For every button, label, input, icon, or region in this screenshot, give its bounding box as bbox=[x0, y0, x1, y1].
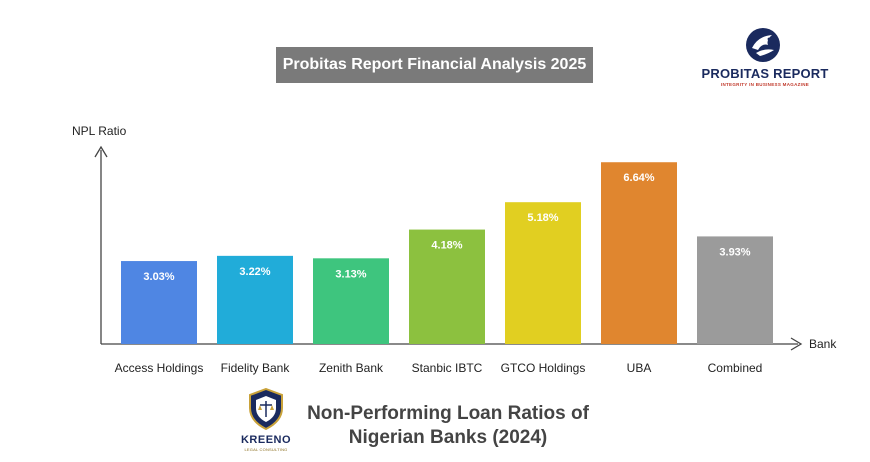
kreeno-logo-tagline: LEGAL CONSULTING bbox=[244, 447, 288, 452]
bar-value-label: 3.03% bbox=[143, 271, 174, 283]
bar-value-label: 3.22% bbox=[239, 266, 270, 278]
chart-title-line-1: Non-Performing Loan Ratios of bbox=[307, 403, 589, 424]
bar-value-label: 4.18% bbox=[431, 240, 462, 252]
report-banner: Probitas Report Financial Analysis 2025 bbox=[276, 47, 593, 83]
x-tick-label: Fidelity Bank bbox=[221, 361, 291, 375]
bar-fidelity-bank bbox=[217, 255, 293, 344]
bar-combined bbox=[697, 236, 773, 344]
bar-value-label: 3.93% bbox=[719, 246, 750, 258]
bar-zenith-bank bbox=[313, 258, 389, 344]
eagle-emblem-icon bbox=[746, 28, 780, 62]
x-tick-label: Stanbic IBTC bbox=[412, 361, 483, 375]
bar-uba bbox=[601, 162, 677, 344]
x-tick-label: Zenith Bank bbox=[319, 361, 384, 375]
bar-value-label: 6.64% bbox=[623, 172, 654, 184]
y-axis-arrow bbox=[94, 145, 108, 158]
y-axis-label: NPL Ratio bbox=[72, 124, 127, 138]
kreeno-logo: KREENO LEGAL CONSULTING bbox=[236, 388, 296, 458]
x-tick-label: Access Holdings bbox=[115, 361, 204, 375]
bar-value-label: 5.18% bbox=[527, 212, 558, 224]
bar-value-label: 3.13% bbox=[335, 268, 366, 280]
probitas-logo: PROBITAS REPORT INTEGRITY IN BUSINESS MA… bbox=[700, 26, 830, 92]
probitas-logo-tagline: INTEGRITY IN BUSINESS MAGAZINE bbox=[720, 82, 810, 87]
kreeno-shield-icon bbox=[249, 388, 283, 430]
x-axis-arrow bbox=[790, 337, 803, 351]
bar-stanbic-ibtc bbox=[409, 229, 485, 344]
x-tick-label: GTCO Holdings bbox=[501, 361, 586, 375]
x-tick-label: UBA bbox=[627, 361, 652, 375]
probitas-logo-name: PROBITAS REPORT bbox=[701, 66, 829, 81]
x-axis-label: Bank bbox=[809, 337, 837, 351]
bar-access-holdings bbox=[121, 261, 197, 344]
x-tick-label: Combined bbox=[708, 361, 763, 375]
kreeno-logo-name: KREENO bbox=[240, 434, 292, 446]
bar-gtco-holdings bbox=[505, 202, 581, 344]
chart-title: Non-Performing Loan Ratios of Nigerian B… bbox=[300, 402, 596, 450]
chart-title-line-2: Nigerian Banks (2024) bbox=[348, 427, 548, 448]
